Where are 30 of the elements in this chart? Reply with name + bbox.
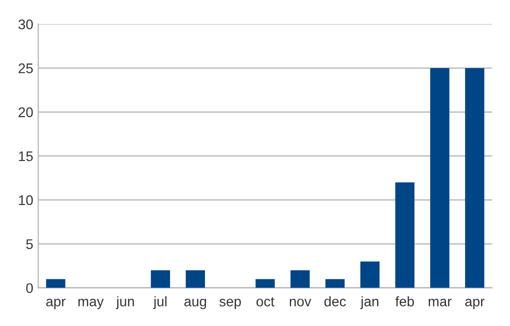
x-tick-label: apr xyxy=(46,298,66,310)
bar xyxy=(150,270,170,288)
x-tick-label: nov xyxy=(290,298,312,306)
x-tick-label: may xyxy=(78,298,104,310)
y-tick-label: 30 xyxy=(18,19,33,30)
bar xyxy=(46,279,66,288)
bar xyxy=(360,261,380,288)
x-tick-label: jul xyxy=(153,296,166,310)
x-tick-label: apr xyxy=(465,298,484,310)
bar xyxy=(290,270,310,288)
y-tick-label: 15 xyxy=(19,151,33,162)
x-tick-label: mar xyxy=(428,298,452,306)
bar xyxy=(256,279,275,288)
y-tick-label: 20 xyxy=(18,107,33,118)
y-tick-label: 25 xyxy=(18,63,33,74)
x-tick-label: dec xyxy=(324,296,346,306)
bar xyxy=(186,270,205,288)
bar xyxy=(465,68,484,288)
x-tick-label: jan xyxy=(360,296,378,310)
y-tick-label: 0 xyxy=(26,283,33,294)
x-tick-label: aug xyxy=(184,298,206,310)
y-tick-label: 10 xyxy=(19,195,33,206)
x-tick-label: sep xyxy=(219,298,241,310)
y-tick-label: 5 xyxy=(26,239,33,250)
bar xyxy=(395,182,414,288)
x-tick-label: oct xyxy=(256,297,274,306)
x-tick-label: jun xyxy=(116,296,134,310)
bar xyxy=(430,68,450,288)
bar xyxy=(325,279,345,288)
x-tick-label: feb xyxy=(395,296,414,306)
